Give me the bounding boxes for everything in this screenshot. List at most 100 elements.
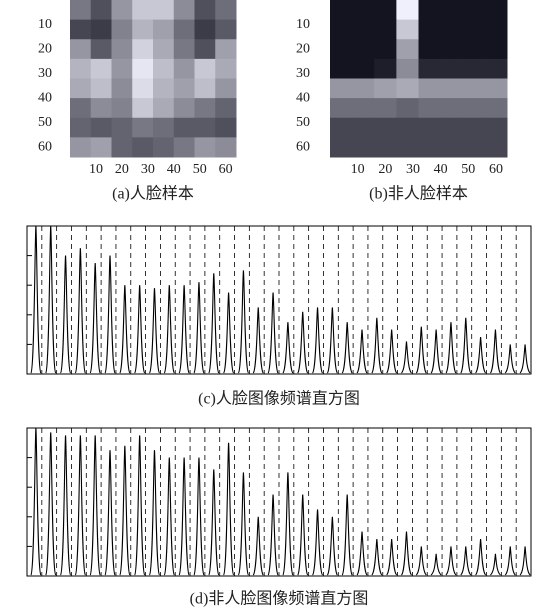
pixel: [173, 39, 195, 60]
spectrum-peak: [326, 516, 338, 576]
spectrum-peak: [460, 317, 472, 374]
pixel: [194, 117, 216, 138]
pixel: [132, 137, 154, 158]
pixel: [462, 137, 486, 158]
pixel: [352, 19, 375, 40]
spectrum-peak: [104, 450, 116, 576]
pixel: [374, 0, 397, 21]
pixel: [90, 39, 112, 60]
pixel: [352, 58, 375, 79]
pixel: [70, 19, 92, 40]
spectrum-peak: [237, 472, 249, 576]
spectrum-peak: [341, 322, 353, 374]
spectrum-peak: [489, 329, 501, 374]
pixel: [215, 78, 237, 99]
pixel: [374, 98, 397, 119]
pixel: [440, 0, 464, 21]
pixel: [194, 39, 216, 60]
pixel: [194, 98, 216, 119]
spectrum-peak: [312, 509, 324, 576]
pixel: [90, 98, 112, 119]
spectrum-peak: [445, 546, 457, 576]
spectrum-peak: [430, 329, 442, 374]
x-tick-label: 30: [141, 162, 155, 177]
pixel: [70, 78, 92, 99]
spectrum-peak: [134, 285, 146, 374]
pixel: [418, 137, 442, 158]
caption: (c)人脸图像频谱直方图: [198, 390, 360, 408]
spectrum-peak: [60, 435, 72, 576]
pixel: [70, 39, 92, 60]
pixel: [132, 19, 154, 40]
pixel: [396, 19, 419, 40]
spectrum-peak: [208, 273, 220, 374]
pixel: [352, 137, 375, 158]
pixel: [153, 137, 175, 158]
spectrum-peak: [45, 432, 57, 576]
pixel: [132, 0, 154, 21]
spectrum-peak: [74, 435, 86, 576]
spectrum-peak: [193, 282, 205, 374]
y-tick-label: 50: [38, 115, 52, 130]
pixel: [396, 58, 419, 79]
spectrum-peak: [356, 531, 368, 576]
y-tick-label: 30: [296, 66, 310, 81]
pixel: [396, 98, 419, 119]
pixel: [194, 137, 216, 158]
spectrum-peak: [30, 427, 42, 576]
pixel: [440, 98, 464, 119]
caption: (a)人脸样本: [112, 185, 194, 203]
x-tick-label: 50: [193, 162, 207, 177]
pixel: [215, 58, 237, 79]
y-tick-label: 40: [296, 90, 310, 105]
pixel: [462, 78, 486, 99]
spectrum-peak: [119, 445, 131, 576]
x-tick-label: 40: [434, 162, 448, 177]
spectrum-peak: [326, 307, 338, 374]
pixel: [111, 58, 133, 79]
x-tick-label: 40: [167, 162, 181, 177]
spectrum-peak: [30, 225, 42, 374]
spectrum-peak: [193, 457, 205, 576]
pixel: [173, 0, 195, 21]
pixel: [330, 39, 353, 60]
spectrum-peak: [371, 317, 383, 374]
spectrum-peak: [148, 450, 161, 576]
spectrum-peak: [312, 307, 324, 374]
pixel: [173, 78, 195, 99]
spectrum-peak: [104, 255, 116, 374]
pixel: [374, 117, 397, 138]
pixel: [70, 117, 92, 138]
spectrum-peak: [163, 285, 175, 374]
pixel: [111, 0, 133, 21]
spectrum-peak: [267, 292, 279, 374]
x-tick-label: 10: [89, 162, 103, 177]
pixel: [440, 58, 464, 79]
pixel: [462, 0, 486, 21]
pixel: [418, 19, 442, 40]
pixel: [352, 0, 375, 21]
spectrum-peak: [460, 546, 472, 576]
pixel: [462, 58, 486, 79]
y-tick-label: 50: [296, 115, 310, 130]
pixel: [90, 58, 112, 79]
spectrum-peak: [401, 531, 412, 576]
pixel: [90, 78, 112, 99]
pixel: [132, 78, 154, 99]
spectrum-peak: [89, 435, 101, 576]
spectrum-peak: [223, 442, 235, 576]
pixel: [396, 39, 419, 60]
pixel: [70, 98, 92, 119]
pixel: [484, 0, 508, 21]
y-tick-label: 40: [38, 90, 52, 105]
pixel: [153, 78, 175, 99]
y-tick-label: 60: [296, 139, 310, 154]
pixel: [440, 137, 464, 158]
pixel: [484, 39, 508, 60]
pixel: [173, 58, 195, 79]
spectrum-peak: [237, 270, 249, 374]
pixel: [418, 78, 442, 99]
pixel: [111, 19, 133, 40]
pixel: [374, 78, 397, 99]
